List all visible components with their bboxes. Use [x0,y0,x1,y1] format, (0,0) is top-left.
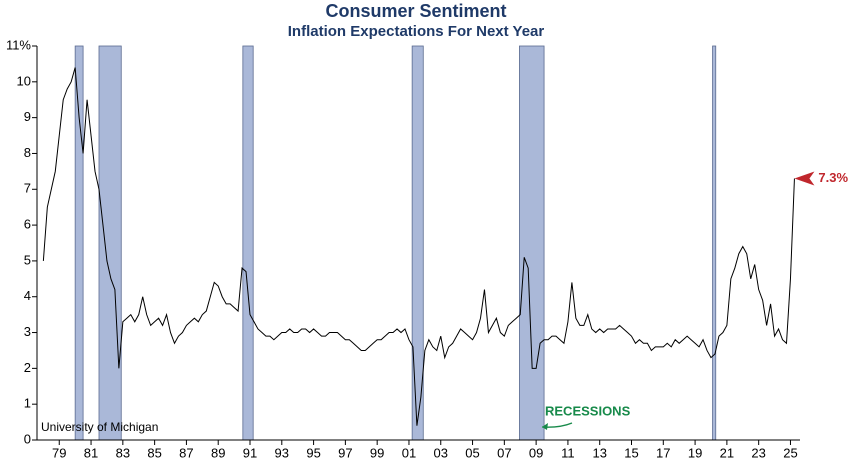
y-tick-label: 9 [24,109,31,124]
x-tick-label: 85 [147,445,161,460]
x-tick-label: 09 [529,445,543,460]
x-tick-label: 15 [624,445,638,460]
recession-band [242,45,254,441]
x-tick-label: 91 [243,445,257,460]
recession-band [411,45,424,441]
x-tick-label: 13 [592,445,606,460]
x-tick-label: 17 [656,445,670,460]
y-tick-label: 7 [24,181,31,196]
x-tick-label: 19 [688,445,702,460]
x-tick-label: 81 [84,445,98,460]
annotation-arrow [794,171,815,186]
y-tick-label: 1 [24,396,31,411]
x-tick-label: 93 [275,445,289,460]
data-line [42,67,795,426]
plot [42,67,795,426]
y-tick-label: 4 [24,288,31,303]
x-tick-label: 89 [211,445,225,460]
x-tick-label: 11 [561,445,575,460]
x-tick-label: 25 [783,445,797,460]
y-tick-label: 11% [6,37,31,52]
x-tick-label: 07 [497,445,511,460]
annotation-label: 7.3% [818,170,848,185]
recession-arrowhead [542,423,548,430]
x-tick-label: 05 [465,445,479,460]
x-tick-label: 87 [179,445,193,460]
x-tick-label: 99 [370,445,384,460]
x-tick-label: 95 [306,445,320,460]
chart-title: Consumer Sentiment [325,1,506,21]
y-tick-label: 5 [24,252,31,267]
y-tick-label: 0 [24,431,31,446]
x-tick-label: 97 [338,445,352,460]
x-tick-label: 03 [434,445,448,460]
y-tick-label: 10 [17,73,31,88]
recession-label: RECESSIONS [545,403,631,418]
recession-band [74,45,84,441]
recession-band [98,45,122,441]
recession-band [519,45,545,441]
y-tick-label: 8 [24,145,31,160]
x-tick-label: 21 [720,445,734,460]
x-tick-label: 01 [402,445,416,460]
chart-subtitle: Inflation Expectations For Next Year [288,23,545,40]
x-tick-label: 79 [52,445,66,460]
recession-band [712,45,717,441]
recessions [74,45,717,441]
y-tick-label: 2 [24,360,31,375]
y-tick-label: 3 [24,324,31,339]
y-tick-label: 6 [24,217,31,232]
x-tick-label: 83 [116,445,130,460]
source: University of Michigan [41,420,158,434]
x-tick-label: 23 [751,445,765,460]
